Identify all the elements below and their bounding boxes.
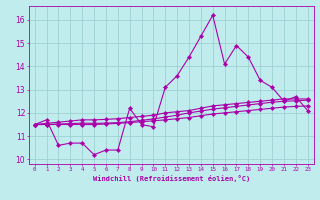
X-axis label: Windchill (Refroidissement éolien,°C): Windchill (Refroidissement éolien,°C): [92, 175, 250, 182]
